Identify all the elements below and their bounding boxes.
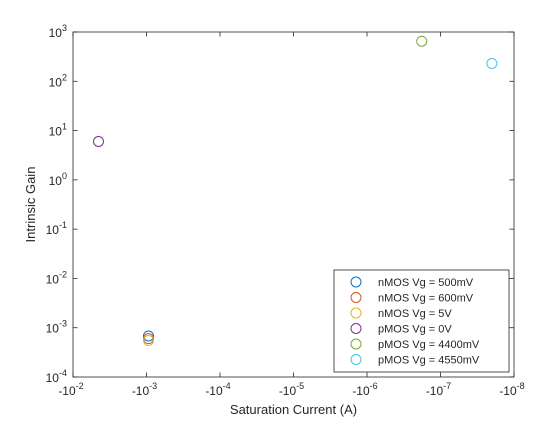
x-tick-label-base: -10 <box>58 384 76 398</box>
x-tick-label: -10-2 <box>58 381 83 398</box>
y-tick-label-base: 10 <box>49 26 63 40</box>
legend-label: pMOS Vg = 4400mV <box>378 339 480 351</box>
y-tick-label: 100 <box>49 171 67 188</box>
x-tick-label-base: -10 <box>426 384 444 398</box>
legend: nMOS Vg = 500mV nMOS Vg = 600mV nMOS Vg = … <box>334 270 509 372</box>
x-tick-label-exponent: -2 <box>76 381 84 391</box>
x-tick-label: -10-8 <box>499 381 524 398</box>
x-tick-label-base: -10 <box>132 384 150 398</box>
x-tick-label-exponent: -6 <box>370 381 378 391</box>
y-axis-label: Intrinsic Gain <box>23 167 38 243</box>
y-tick-label-exponent: 3 <box>62 23 67 33</box>
y-tick-label-base: 10 <box>46 272 60 286</box>
x-tick-label-exponent: -5 <box>296 381 304 391</box>
legend-label: pMOS Vg = 0V <box>378 324 452 336</box>
x-tick-label-base: -10 <box>279 384 297 398</box>
x-tick-label-exponent: -8 <box>517 381 525 391</box>
x-tick-label: -10-4 <box>205 381 230 398</box>
legend-label: pMOS Vg = 4550mV <box>378 355 480 367</box>
y-tick-label-base: 10 <box>46 322 60 336</box>
y-tick-label-exponent: -2 <box>59 269 67 279</box>
x-tick-label-base: -10 <box>205 384 223 398</box>
y-tick-label: 10-1 <box>46 220 67 237</box>
legend-label: nMOS Vg = 5V <box>378 308 452 320</box>
x-tick-label: -10-3 <box>132 381 157 398</box>
x-tick-label-exponent: -3 <box>149 381 157 391</box>
y-tick-label: 10-4 <box>46 368 67 385</box>
y-tick-label-base: 10 <box>46 223 60 237</box>
x-tick-label-base: -10 <box>499 384 517 398</box>
y-tick-label: 10-2 <box>46 269 67 286</box>
x-tick-label: -10-7 <box>426 381 451 398</box>
y-tick-label: 101 <box>49 122 67 139</box>
x-tick-label-exponent: -4 <box>223 381 231 391</box>
y-tick-label-base: 10 <box>46 371 60 385</box>
x-tick-label-base: -10 <box>352 384 370 398</box>
x-tick-label: -10-5 <box>279 381 304 398</box>
y-tick-label-base: 10 <box>49 174 63 188</box>
y-tick-label-exponent: -1 <box>59 220 67 230</box>
y-tick-label-exponent: -4 <box>59 368 67 378</box>
y-tick-label-exponent: 2 <box>62 72 67 82</box>
y-tick-label-exponent: 1 <box>62 122 67 132</box>
y-tick-label: 103 <box>49 23 67 40</box>
y-tick-label-exponent: 0 <box>62 171 67 181</box>
x-tick-label-exponent: -7 <box>443 381 451 391</box>
x-axis-label: Saturation Current (A) <box>230 402 357 417</box>
y-tick-label: 102 <box>49 72 67 89</box>
y-tick-label: 10-3 <box>46 319 67 336</box>
y-tick-label-base: 10 <box>49 125 63 139</box>
legend-label: nMOS Vg = 600mV <box>378 293 474 305</box>
y-tick-label-base: 10 <box>49 75 63 89</box>
legend-label: nMOS Vg = 500mV <box>378 277 474 289</box>
x-tick-label: -10-6 <box>352 381 377 398</box>
y-tick-label-exponent: -3 <box>59 319 67 329</box>
